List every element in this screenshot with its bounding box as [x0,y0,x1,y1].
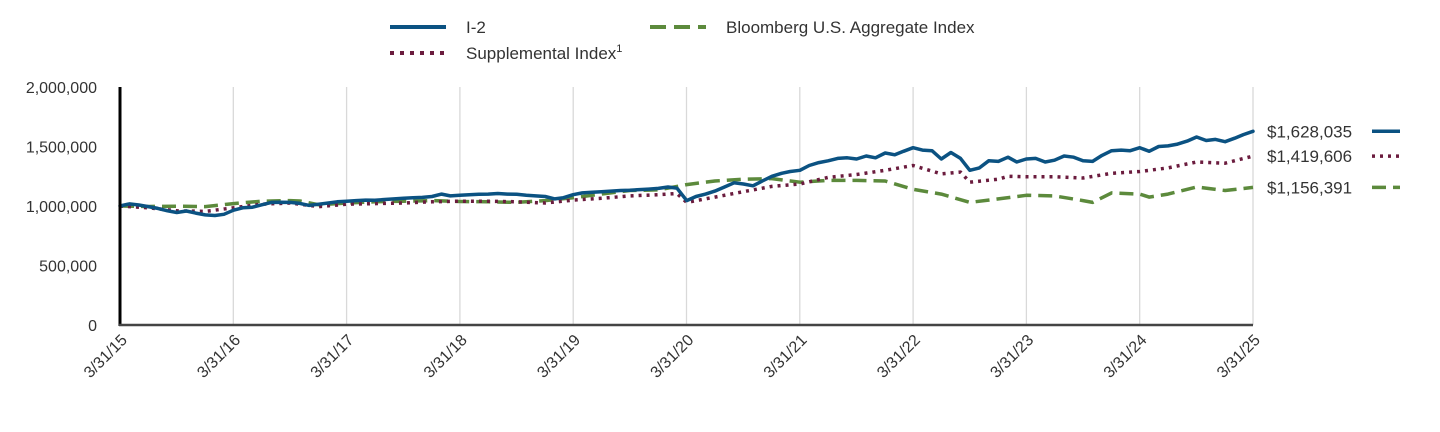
y-tick-label: 1,500,000 [26,140,97,157]
end-value-labels: $1,628,035 $1,156,391 $1,419,606 [1267,122,1400,197]
y-tick-label: 2,000,000 [26,80,97,97]
y-tick-label: 500,000 [39,259,97,276]
legend-label: Bloomberg U.S. Aggregate Index [726,18,975,37]
axes [118,87,1253,327]
x-tick-label: 3/31/16 [194,332,244,382]
x-tick-label: 3/31/18 [421,332,471,382]
series-line-supplemental-index [119,154,1254,214]
x-tick-label: 3/31/15 [81,332,131,382]
y-tick-label: 0 [88,318,97,335]
x-tick-label: 3/31/20 [648,332,698,382]
x-tick-label: 3/31/19 [534,332,584,382]
end-value-label: $1,628,035 [1267,122,1352,141]
x-tick-label: 3/31/17 [308,332,358,382]
series-line-i-2 [118,129,1255,218]
series-lines [118,129,1255,218]
x-tick-label: 3/31/22 [874,332,924,382]
legend-label: Supplemental Index1 [466,43,622,63]
legend: I-2 Bloomberg U.S. Aggregate Index Supplem… [390,18,975,63]
x-axis-tick-labels: 3/31/15 3/31/16 3/31/17 3/31/18 3/31/19 3/31/… [81,332,1264,382]
x-tick-label: 3/31/21 [761,332,811,382]
end-value-label: $1,419,606 [1267,147,1352,166]
x-tick-label: 3/31/24 [1101,332,1151,382]
legend-label: I-2 [466,18,486,37]
x-tick-label: 3/31/25 [1214,332,1264,382]
y-tick-label: 1,000,000 [26,199,97,216]
y-axis-tick-labels: 0 500,000 1,000,000 1,500,000 2,000,000 [26,80,97,335]
end-value-label: $1,156,391 [1267,178,1352,197]
legend-footnote-marker: 1 [616,43,622,55]
series-line-bloomberg-u-s-aggregate-index [119,176,1254,209]
vertical-gridlines [232,87,1254,325]
x-tick-label: 3/31/23 [987,332,1037,382]
